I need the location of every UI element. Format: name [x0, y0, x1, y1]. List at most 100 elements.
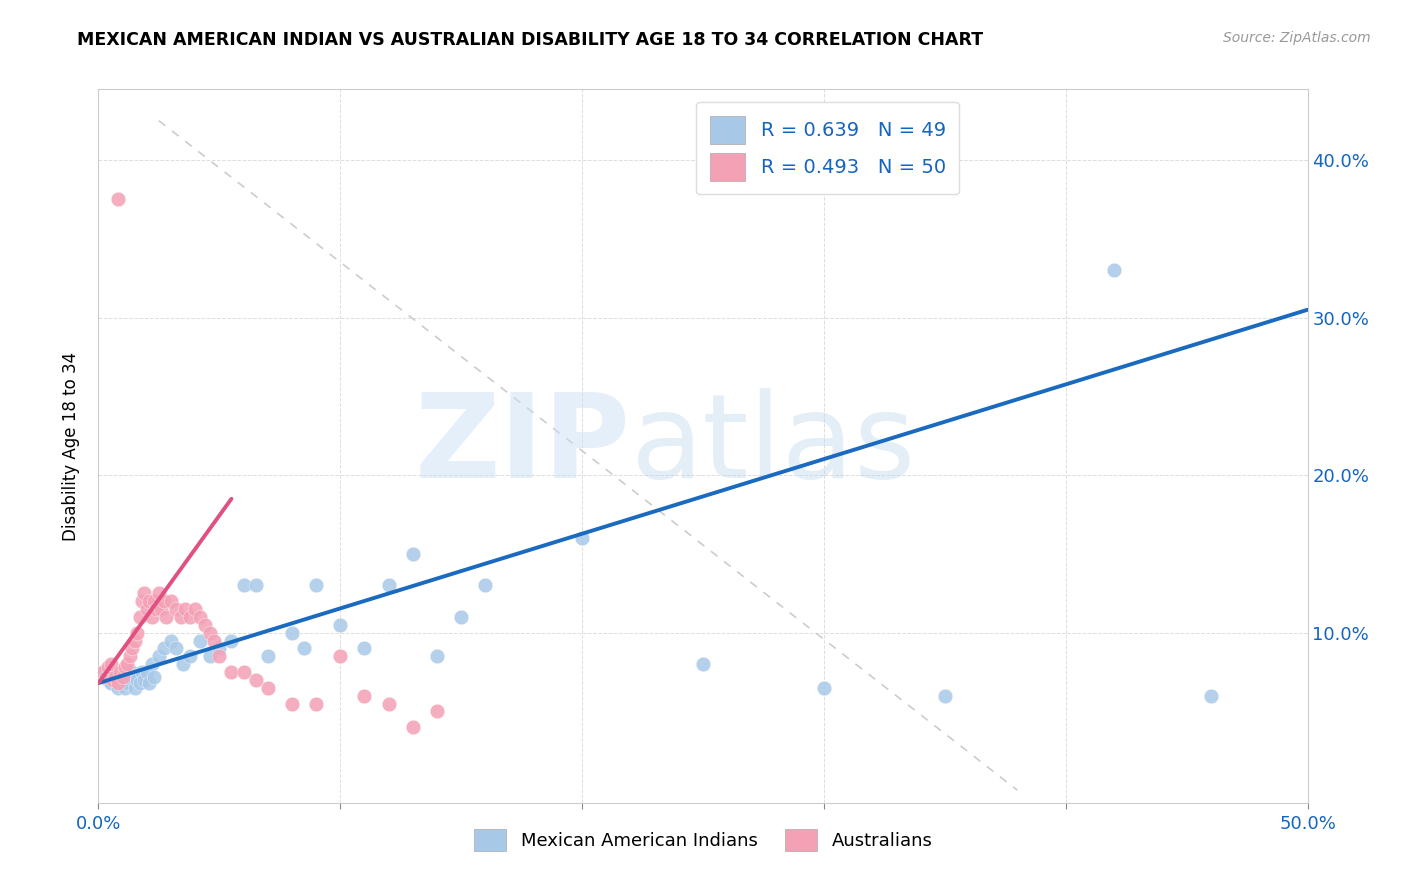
- Point: [1199, 689, 1222, 703]
- Point: [353, 641, 375, 656]
- Point: [101, 670, 124, 684]
- Point: [426, 705, 449, 719]
- Point: [245, 673, 267, 687]
- Point: [121, 665, 143, 679]
- Point: [97, 660, 120, 674]
- Point: [221, 665, 243, 679]
- Point: [208, 649, 231, 664]
- Point: [198, 649, 221, 664]
- Point: [91, 665, 114, 679]
- Point: [305, 578, 328, 592]
- Point: [179, 649, 201, 664]
- Point: [165, 602, 187, 616]
- Point: [172, 657, 194, 672]
- Point: [221, 633, 243, 648]
- Point: [91, 665, 114, 679]
- Point: [135, 602, 157, 616]
- Point: [281, 625, 304, 640]
- Text: ZIP: ZIP: [415, 389, 630, 503]
- Text: atlas: atlas: [630, 389, 915, 503]
- Point: [194, 617, 217, 632]
- Point: [165, 641, 187, 656]
- Point: [121, 641, 143, 656]
- Point: [353, 689, 375, 703]
- Point: [305, 697, 328, 711]
- Point: [450, 610, 472, 624]
- Point: [188, 633, 211, 648]
- Point: [134, 586, 156, 600]
- Point: [131, 665, 153, 679]
- Point: [377, 697, 399, 711]
- Point: [188, 610, 211, 624]
- Point: [692, 657, 714, 672]
- Point: [232, 578, 254, 592]
- Point: [934, 689, 956, 703]
- Point: [155, 610, 177, 624]
- Point: [131, 594, 153, 608]
- Point: [402, 547, 425, 561]
- Point: [208, 641, 231, 656]
- Point: [150, 602, 173, 616]
- Point: [97, 673, 120, 687]
- Point: [111, 670, 134, 684]
- Point: [111, 673, 134, 687]
- Point: [128, 610, 150, 624]
- Point: [571, 531, 593, 545]
- Point: [232, 665, 254, 679]
- Point: [138, 676, 160, 690]
- Point: [474, 578, 496, 592]
- Point: [124, 681, 146, 695]
- Point: [127, 673, 149, 687]
- Point: [377, 578, 399, 592]
- Point: [134, 673, 156, 687]
- Point: [148, 649, 170, 664]
- Point: [117, 676, 139, 690]
- Point: [108, 665, 131, 679]
- Point: [135, 665, 157, 679]
- Point: [160, 594, 183, 608]
- Point: [152, 594, 174, 608]
- Point: [174, 602, 197, 616]
- Point: [141, 657, 163, 672]
- Point: [256, 649, 278, 664]
- Point: [245, 578, 267, 592]
- Legend: Mexican American Indians, Australians: Mexican American Indians, Australians: [467, 822, 939, 858]
- Point: [256, 681, 278, 695]
- Point: [100, 676, 122, 690]
- Point: [145, 602, 167, 616]
- Point: [179, 610, 201, 624]
- Point: [128, 676, 150, 690]
- Point: [329, 649, 352, 664]
- Point: [118, 670, 141, 684]
- Point: [204, 633, 226, 648]
- Point: [141, 610, 163, 624]
- Point: [148, 586, 170, 600]
- Point: [198, 625, 221, 640]
- Point: [152, 641, 174, 656]
- Point: [104, 670, 127, 684]
- Point: [1102, 263, 1125, 277]
- Point: [117, 657, 139, 672]
- Y-axis label: Disability Age 18 to 34: Disability Age 18 to 34: [62, 351, 80, 541]
- Point: [329, 617, 352, 632]
- Point: [127, 625, 149, 640]
- Point: [143, 670, 166, 684]
- Point: [292, 641, 315, 656]
- Point: [138, 594, 160, 608]
- Point: [402, 720, 425, 734]
- Point: [100, 657, 122, 672]
- Point: [107, 676, 129, 690]
- Point: [107, 193, 129, 207]
- Point: [114, 681, 136, 695]
- Point: [101, 673, 124, 687]
- Point: [160, 633, 183, 648]
- Point: [108, 676, 131, 690]
- Point: [184, 602, 207, 616]
- Point: [813, 681, 835, 695]
- Text: MEXICAN AMERICAN INDIAN VS AUSTRALIAN DISABILITY AGE 18 TO 34 CORRELATION CHART: MEXICAN AMERICAN INDIAN VS AUSTRALIAN DI…: [77, 31, 983, 49]
- Point: [143, 594, 166, 608]
- Point: [114, 660, 136, 674]
- Point: [426, 649, 449, 664]
- Point: [169, 610, 191, 624]
- Point: [124, 633, 146, 648]
